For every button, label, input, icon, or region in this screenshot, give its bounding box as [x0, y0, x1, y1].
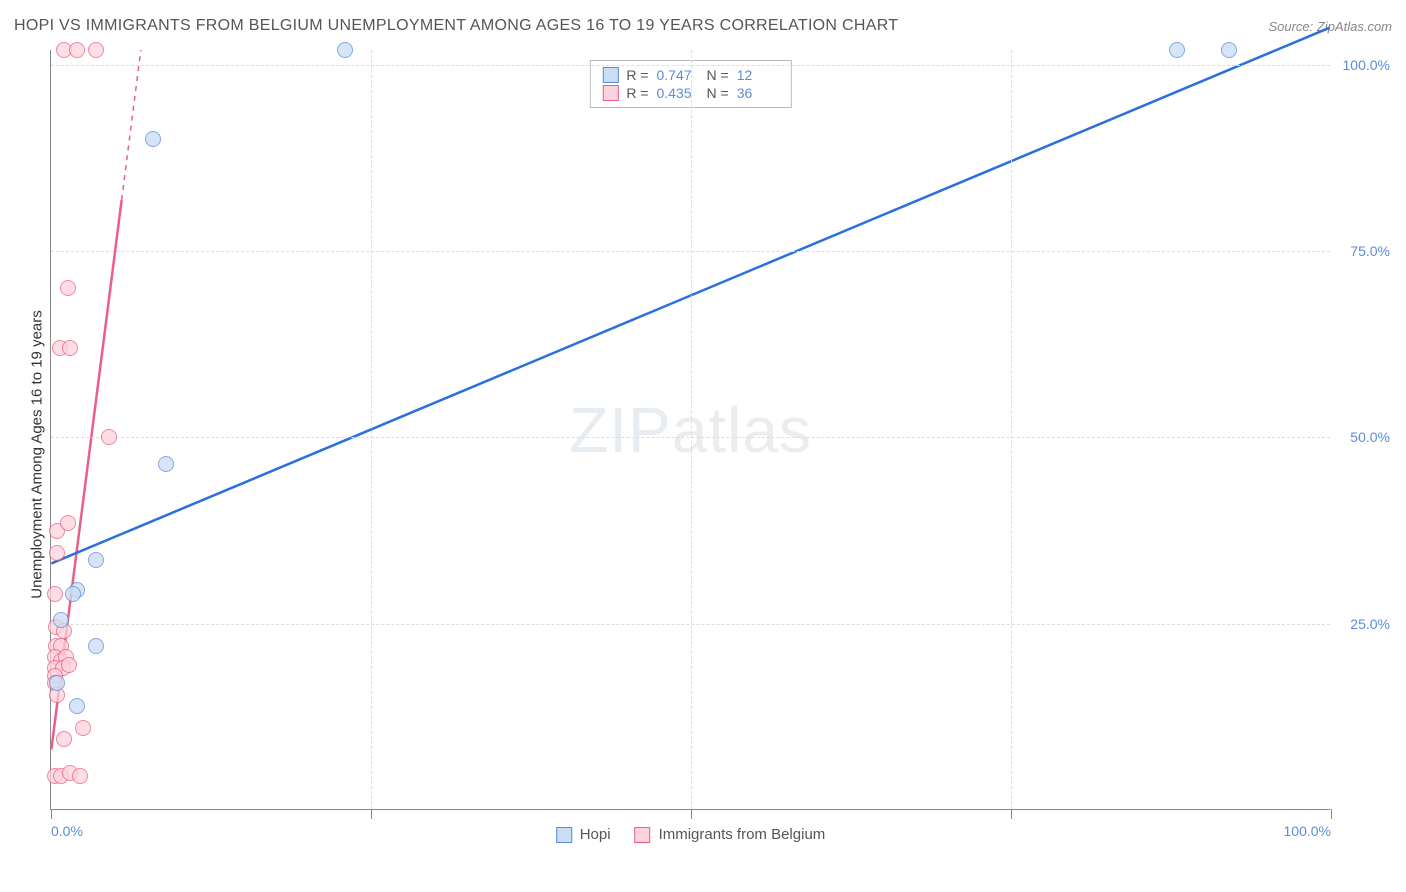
data-point-belgium	[47, 586, 63, 602]
n-value-hopi: 12	[737, 67, 779, 83]
data-point-hopi	[65, 586, 81, 602]
data-point-belgium	[60, 515, 76, 531]
x-tick	[691, 809, 692, 819]
gridline-vertical	[691, 50, 692, 809]
data-point-belgium	[88, 42, 104, 58]
y-axis-label: Unemployment Among Ages 16 to 19 years	[28, 310, 45, 599]
x-tick-label: 100.0%	[1284, 823, 1331, 839]
x-tick-label: 0.0%	[51, 823, 83, 839]
swatch-belgium	[635, 827, 651, 843]
data-point-hopi	[53, 612, 69, 628]
data-point-belgium	[56, 731, 72, 747]
y-tick-label: 100.0%	[1340, 57, 1390, 73]
data-point-belgium	[49, 545, 65, 561]
data-point-hopi	[337, 42, 353, 58]
legend-label-belgium: Immigrants from Belgium	[659, 826, 826, 843]
swatch-hopi	[602, 67, 618, 83]
data-point-hopi	[88, 638, 104, 654]
swatch-hopi	[556, 827, 572, 843]
legend-item-belgium: Immigrants from Belgium	[635, 826, 826, 843]
data-point-belgium	[75, 720, 91, 736]
data-point-hopi	[88, 552, 104, 568]
n-value-belgium: 36	[737, 85, 779, 101]
data-point-belgium	[72, 768, 88, 784]
data-point-belgium	[69, 42, 85, 58]
x-tick	[371, 809, 372, 819]
legend-label-hopi: Hopi	[580, 826, 611, 843]
n-label: N =	[707, 85, 729, 101]
x-tick	[1331, 809, 1332, 819]
x-tick	[51, 809, 52, 819]
swatch-belgium	[602, 85, 618, 101]
data-point-hopi	[1221, 42, 1237, 58]
r-label: R =	[626, 85, 648, 101]
data-point-hopi	[145, 131, 161, 147]
source-attribution: Source: ZipAtlas.com	[1268, 19, 1392, 34]
scatter-plot: ZIPatlas R = 0.747 N = 12 R = 0.435 N = …	[50, 50, 1330, 810]
data-point-belgium	[101, 429, 117, 445]
series-legend: Hopi Immigrants from Belgium	[556, 826, 826, 843]
y-tick-label: 75.0%	[1340, 243, 1390, 259]
n-label: N =	[707, 67, 729, 83]
gridline-vertical	[371, 50, 372, 809]
data-point-belgium	[61, 657, 77, 673]
legend-item-hopi: Hopi	[556, 826, 611, 843]
y-tick-label: 50.0%	[1340, 429, 1390, 445]
data-point-belgium	[62, 340, 78, 356]
chart-title: HOPI VS IMMIGRANTS FROM BELGIUM UNEMPLOY…	[14, 17, 898, 35]
r-label: R =	[626, 67, 648, 83]
x-tick	[1011, 809, 1012, 819]
r-value-hopi: 0.747	[657, 67, 699, 83]
data-point-hopi	[1169, 42, 1185, 58]
data-point-hopi	[69, 698, 85, 714]
data-point-hopi	[49, 675, 65, 691]
data-point-belgium	[60, 280, 76, 296]
r-value-belgium: 0.435	[657, 85, 699, 101]
gridline-vertical	[1011, 50, 1012, 809]
trend-line-extrapolated	[122, 50, 141, 200]
y-tick-label: 25.0%	[1340, 616, 1390, 632]
data-point-hopi	[158, 456, 174, 472]
